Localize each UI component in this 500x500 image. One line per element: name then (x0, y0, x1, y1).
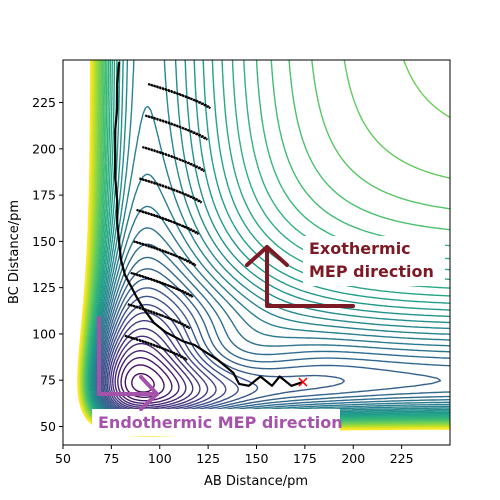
x-tick-label: 75 (103, 451, 119, 466)
x-tick-label: 125 (196, 451, 220, 466)
y-tick-label: 200 (32, 141, 56, 156)
x-tick-label: 200 (341, 451, 365, 466)
trajectory-oscillation (124, 334, 188, 361)
end-marker (298, 377, 308, 387)
y-axis-title: BC Distance/pm (7, 200, 22, 304)
y-tick-label: 75 (40, 373, 56, 388)
x-tick-label: 100 (148, 451, 172, 466)
trajectory-oscillation (141, 145, 206, 173)
y-tick-label: 125 (32, 280, 56, 295)
exothermic-label-line1: Exothermic (309, 239, 411, 258)
trajectory-oscillation (133, 240, 197, 267)
exothermic-arrow-icon (245, 245, 355, 308)
trajectory-oscillation (127, 303, 191, 330)
x-tick-label: 175 (293, 451, 317, 466)
trajectory (114, 61, 304, 387)
y-tick-label: 100 (32, 326, 56, 341)
x-tick-label: 150 (245, 451, 269, 466)
x-axis: 50 75 100 125 150 175 200 225 (55, 445, 414, 466)
end-marker-stroke (298, 377, 308, 387)
exothermic-label-line2: MEP direction (309, 262, 434, 281)
y-tick-label: 50 (40, 419, 56, 434)
trajectory-oscillation (144, 114, 209, 141)
x-axis-title: AB Distance/pm (204, 474, 308, 489)
y-axis: 50 75 100 125 150 175 200 225 (32, 95, 63, 434)
endothermic-label-box (92, 409, 340, 436)
trajectory-oscillation (139, 177, 203, 204)
trajectory-oscillation (136, 208, 200, 235)
x-tick-label: 50 (55, 451, 71, 466)
x-tick-label: 225 (390, 451, 414, 466)
exothermic-label-box (303, 236, 445, 286)
contour-level (117, 350, 180, 404)
endothermic-arrow-icon (97, 316, 159, 411)
y-tick-label: 150 (32, 234, 56, 249)
endothermic-annotation: Endothermic MEP direction (92, 316, 343, 436)
trajectory-line (114, 61, 304, 387)
contour-level (114, 342, 187, 407)
trajectory-oscillation (147, 83, 211, 110)
y-tick-label: 175 (32, 188, 56, 203)
exothermic-annotation: Exothermic MEP direction (245, 236, 445, 308)
y-tick-label: 225 (32, 95, 56, 110)
endothermic-label: Endothermic MEP direction (98, 413, 343, 432)
trajectory-oscillation (130, 271, 194, 298)
contour-level (112, 335, 194, 409)
